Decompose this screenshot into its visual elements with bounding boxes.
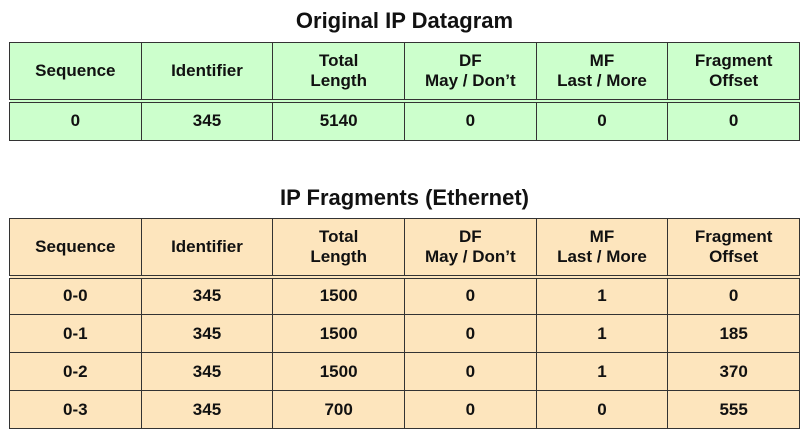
- table-cell: 1500: [272, 314, 405, 353]
- column-header-text: Fragment: [694, 50, 773, 70]
- column-header: Identifier: [140, 218, 274, 279]
- table-cell: 0: [403, 314, 537, 353]
- table-cell: 0: [403, 100, 537, 141]
- column-header-text: Sequence: [35, 236, 116, 256]
- table-cell: 0-1: [9, 314, 142, 353]
- table-cell: 1500: [272, 352, 405, 391]
- table-cell: 1: [535, 352, 669, 391]
- column-header: Sequence: [9, 218, 142, 279]
- table-cell: 0: [667, 100, 800, 141]
- column-header-text: May / Don’t: [424, 70, 516, 90]
- column-header: Total Length: [272, 42, 405, 103]
- column-header-text: Identifier: [171, 236, 243, 256]
- column-header-text: Length: [310, 246, 367, 266]
- table-cell: 0: [667, 276, 800, 315]
- column-header-text: Identifier: [171, 60, 243, 80]
- table-cell: 1: [535, 276, 669, 315]
- table-cell: 1500: [272, 276, 405, 315]
- column-header: MF Last / More: [535, 42, 669, 103]
- column-header-text: Fragment: [694, 226, 773, 246]
- header-row: Sequence Identifier Total Length DF May / Don…: [9, 42, 800, 103]
- column-header-text: Length: [310, 70, 367, 90]
- column-header: Identifier: [140, 42, 274, 103]
- column-header-text: MF: [589, 50, 615, 70]
- column-header: Total Length: [272, 218, 405, 279]
- table-cell: 555: [667, 390, 800, 429]
- table-cell: 345: [140, 276, 274, 315]
- fragments-title: IP Fragments (Ethernet): [280, 185, 529, 210]
- table-row: 0-2 345 1500 0 1 370: [9, 352, 800, 391]
- table-row: 0 345 5140 0 0 0: [9, 100, 800, 141]
- column-header-text: Total: [318, 226, 359, 246]
- table-cell: 345: [140, 100, 274, 141]
- original-datagram-table: Sequence Identifier Total Length DF May / Don…: [9, 42, 800, 141]
- original-datagram-title: Original IP Datagram: [295, 8, 514, 33]
- column-header: Fragment Offset: [667, 42, 800, 103]
- column-header-text: Offset: [709, 246, 759, 266]
- table-row: 0-3 345 700 0 0 555: [9, 390, 800, 429]
- table-cell: 370: [667, 352, 800, 391]
- table-cell: 0: [403, 352, 537, 391]
- table-cell: 185: [667, 314, 800, 353]
- table-cell: 1: [535, 314, 669, 353]
- table-cell: 0-3: [9, 390, 142, 429]
- table-cell: 0: [535, 390, 669, 429]
- table-cell: 0: [9, 100, 142, 141]
- column-header-text: Offset: [709, 70, 759, 90]
- header-row: Sequence Identifier Total Length DF May / Don…: [9, 218, 800, 279]
- column-header-text: May / Don’t: [424, 246, 516, 266]
- column-header-text: Sequence: [35, 60, 116, 80]
- column-header-text: DF: [458, 50, 482, 70]
- table-cell: 345: [140, 390, 274, 429]
- table-cell: 0-2: [9, 352, 142, 391]
- table-row: 0-1 345 1500 0 1 185: [9, 314, 800, 353]
- column-header-text: MF: [589, 226, 615, 246]
- column-header: DF May / Don’t: [403, 218, 537, 279]
- column-header: DF May / Don’t: [403, 42, 537, 103]
- table-cell: 0: [403, 276, 537, 315]
- column-header: Fragment Offset: [667, 218, 800, 279]
- table-cell: 345: [140, 314, 274, 353]
- column-header-text: Last / More: [557, 246, 647, 266]
- column-header-text: Last / More: [557, 70, 647, 90]
- column-header: Sequence: [9, 42, 142, 103]
- table-cell: 700: [272, 390, 405, 429]
- column-header: MF Last / More: [535, 218, 669, 279]
- fragments-table: Sequence Identifier Total Length DF May / Don…: [9, 218, 800, 429]
- table-cell: 345: [140, 352, 274, 391]
- table-cell: 5140: [272, 100, 405, 141]
- table-cell: 0: [403, 390, 537, 429]
- table-cell: 0-0: [9, 276, 142, 315]
- table-row: 0-0 345 1500 0 1 0: [9, 276, 800, 315]
- table-cell: 0: [535, 100, 669, 141]
- column-header-text: Total: [318, 50, 359, 70]
- column-header-text: DF: [458, 226, 482, 246]
